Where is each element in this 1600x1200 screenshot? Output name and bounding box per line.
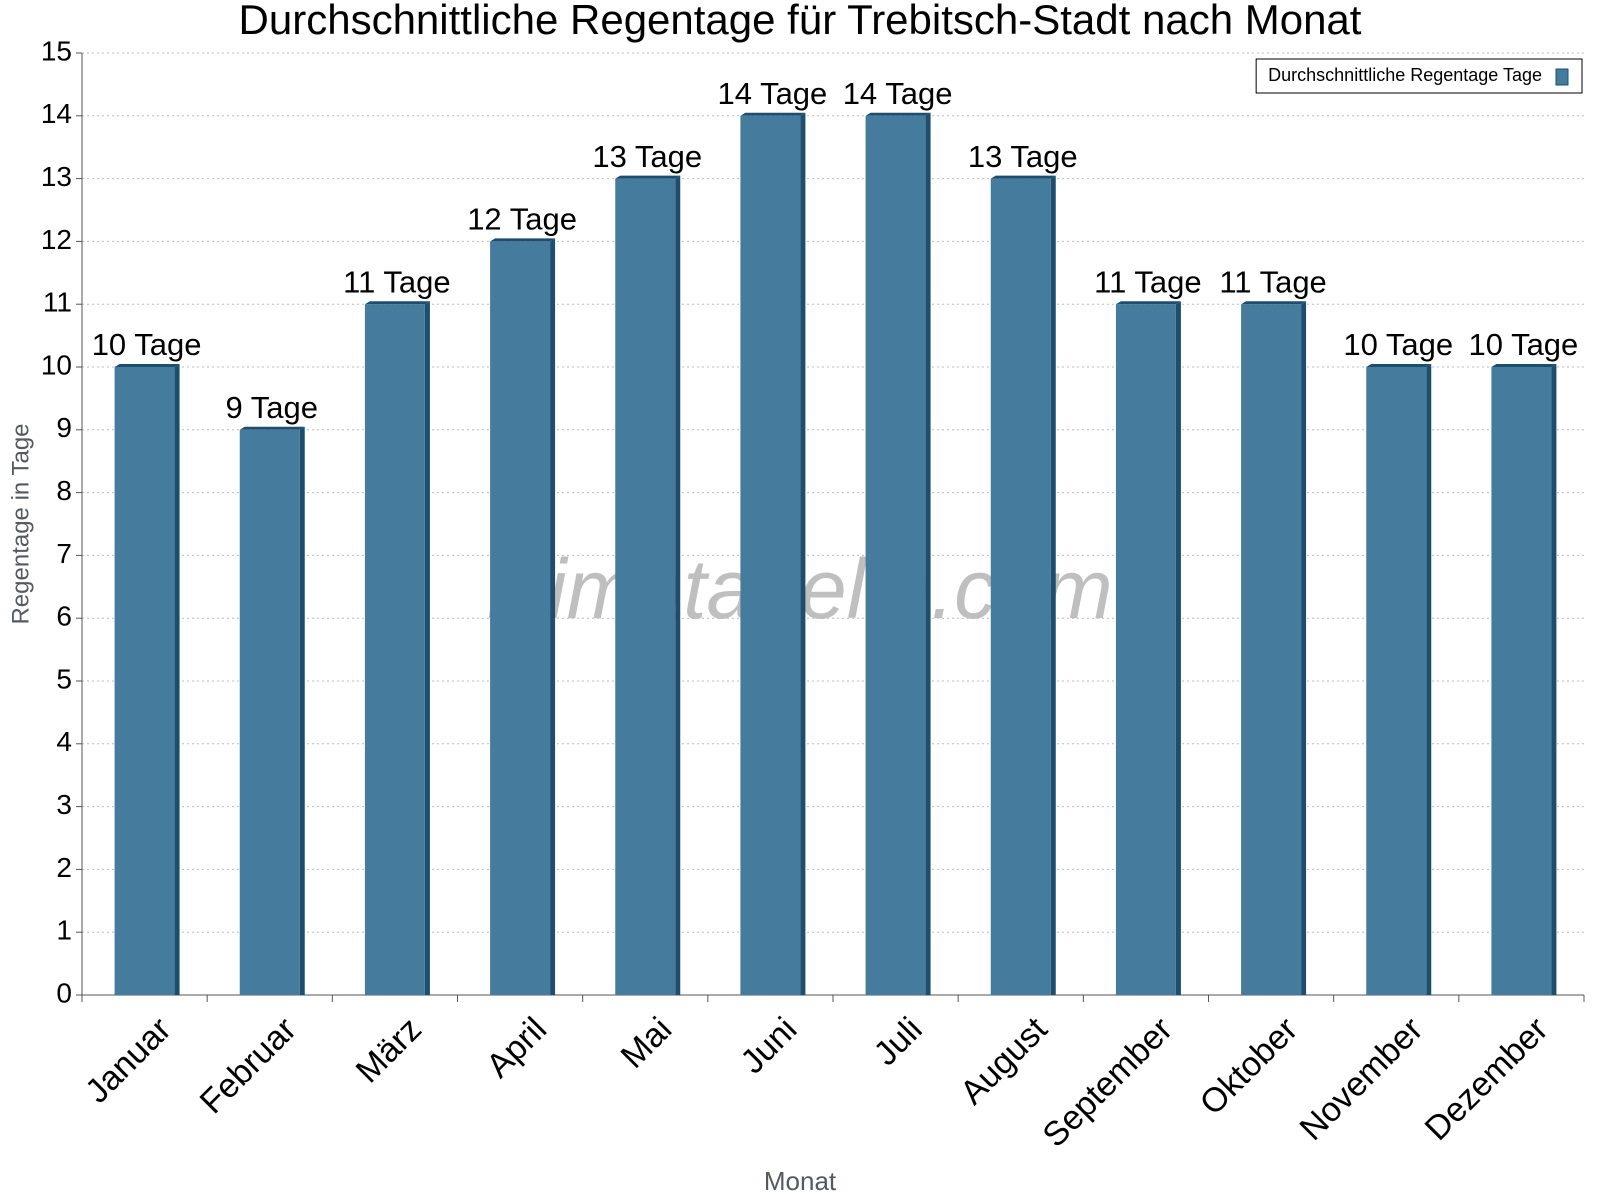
bar-side bbox=[675, 175, 681, 996]
value-label: 10 Tage bbox=[1343, 327, 1453, 362]
bar-side bbox=[925, 112, 931, 996]
y-tick-label: 14 bbox=[41, 98, 72, 129]
x-tick-label: Juni bbox=[733, 1010, 804, 1081]
value-label: 10 Tage bbox=[92, 327, 202, 362]
bar-side bbox=[1301, 301, 1307, 995]
value-label: 13 Tage bbox=[592, 139, 702, 174]
bar-top bbox=[740, 112, 806, 116]
y-tick-label: 13 bbox=[41, 161, 72, 192]
bar-side bbox=[1426, 364, 1432, 995]
value-label: 11 Tage bbox=[343, 264, 450, 299]
bar bbox=[364, 304, 425, 995]
y-axis-label: Regentage in Tage bbox=[7, 423, 34, 624]
y-tick-label: 6 bbox=[56, 601, 72, 632]
bar-top bbox=[615, 175, 681, 179]
x-tick-label: Oktober bbox=[1193, 1010, 1305, 1122]
bar-side bbox=[1050, 175, 1056, 996]
bar bbox=[990, 178, 1051, 996]
bar bbox=[114, 367, 175, 995]
bar bbox=[1115, 304, 1176, 995]
y-tick-label: 4 bbox=[56, 726, 72, 757]
x-tick-label: September bbox=[1035, 1010, 1179, 1154]
bar-side bbox=[424, 301, 430, 995]
x-tick-label: Juli bbox=[867, 1010, 930, 1073]
x-tick-label: Januar bbox=[78, 1010, 178, 1110]
y-tick-label: 0 bbox=[56, 977, 72, 1008]
x-tick-label: August bbox=[953, 1010, 1055, 1112]
value-label: 14 Tage bbox=[718, 76, 828, 111]
bar-top bbox=[114, 364, 180, 367]
bar-top bbox=[1366, 364, 1432, 367]
x-tick-label: März bbox=[349, 1010, 429, 1090]
bar-top bbox=[1241, 301, 1307, 305]
bar-top bbox=[490, 238, 556, 242]
y-tick-label: 8 bbox=[56, 475, 72, 506]
bar-side bbox=[1551, 364, 1557, 995]
y-tick-label: 2 bbox=[56, 852, 72, 883]
bar-side bbox=[299, 426, 305, 995]
legend-swatch bbox=[1555, 68, 1569, 86]
x-tick-label: Dezember bbox=[1418, 1010, 1556, 1148]
legend-box bbox=[1255, 58, 1583, 94]
x-axis-label: Monat bbox=[764, 1166, 837, 1196]
y-tick-label: 3 bbox=[56, 789, 72, 820]
bar bbox=[615, 178, 676, 996]
bar-top bbox=[239, 426, 305, 430]
bar-top bbox=[865, 112, 931, 116]
y-tick-label: 5 bbox=[56, 663, 72, 694]
x-tick-label: Mai bbox=[614, 1010, 680, 1076]
bar bbox=[1491, 367, 1552, 995]
value-label: 14 Tage bbox=[843, 76, 953, 111]
bar-top bbox=[1115, 301, 1181, 305]
value-label: 13 Tage bbox=[968, 139, 1078, 174]
bar-side bbox=[800, 112, 806, 996]
x-tick-label: November bbox=[1292, 1010, 1430, 1148]
bar-side bbox=[174, 364, 180, 995]
x-tick-label: April bbox=[479, 1010, 554, 1085]
bar bbox=[1241, 304, 1302, 995]
y-tick-label: 12 bbox=[41, 224, 72, 255]
bar bbox=[490, 241, 551, 995]
chart-title: Durchschnittliche Regentage für Trebitsc… bbox=[239, 0, 1362, 43]
bar bbox=[1366, 367, 1427, 995]
bar-top bbox=[990, 175, 1056, 179]
x-tick-label: Februar bbox=[193, 1010, 304, 1121]
bar-side bbox=[1175, 301, 1181, 995]
value-label: 12 Tage bbox=[467, 202, 577, 237]
bar bbox=[740, 115, 801, 996]
value-label: 9 Tage bbox=[225, 390, 318, 425]
legend-label: Durchschnittliche Regentage Tage bbox=[1268, 65, 1542, 85]
y-tick-label: 11 bbox=[43, 287, 72, 318]
bar bbox=[865, 115, 926, 996]
legend: Durchschnittliche Regentage Tage bbox=[1255, 58, 1583, 94]
bar bbox=[239, 429, 300, 995]
value-label: 10 Tage bbox=[1469, 327, 1579, 362]
value-label: 11 Tage bbox=[1219, 264, 1326, 299]
y-tick-label: 1 bbox=[56, 915, 72, 946]
y-tick-label: 9 bbox=[56, 412, 72, 443]
value-label: 11 Tage bbox=[1094, 264, 1201, 299]
bar-side bbox=[550, 238, 556, 995]
y-tick-label: 7 bbox=[56, 538, 72, 569]
y-tick-label: 10 bbox=[41, 349, 72, 380]
bar-top bbox=[1491, 364, 1557, 367]
y-tick-label: 15 bbox=[41, 35, 72, 66]
bar-top bbox=[364, 301, 430, 305]
